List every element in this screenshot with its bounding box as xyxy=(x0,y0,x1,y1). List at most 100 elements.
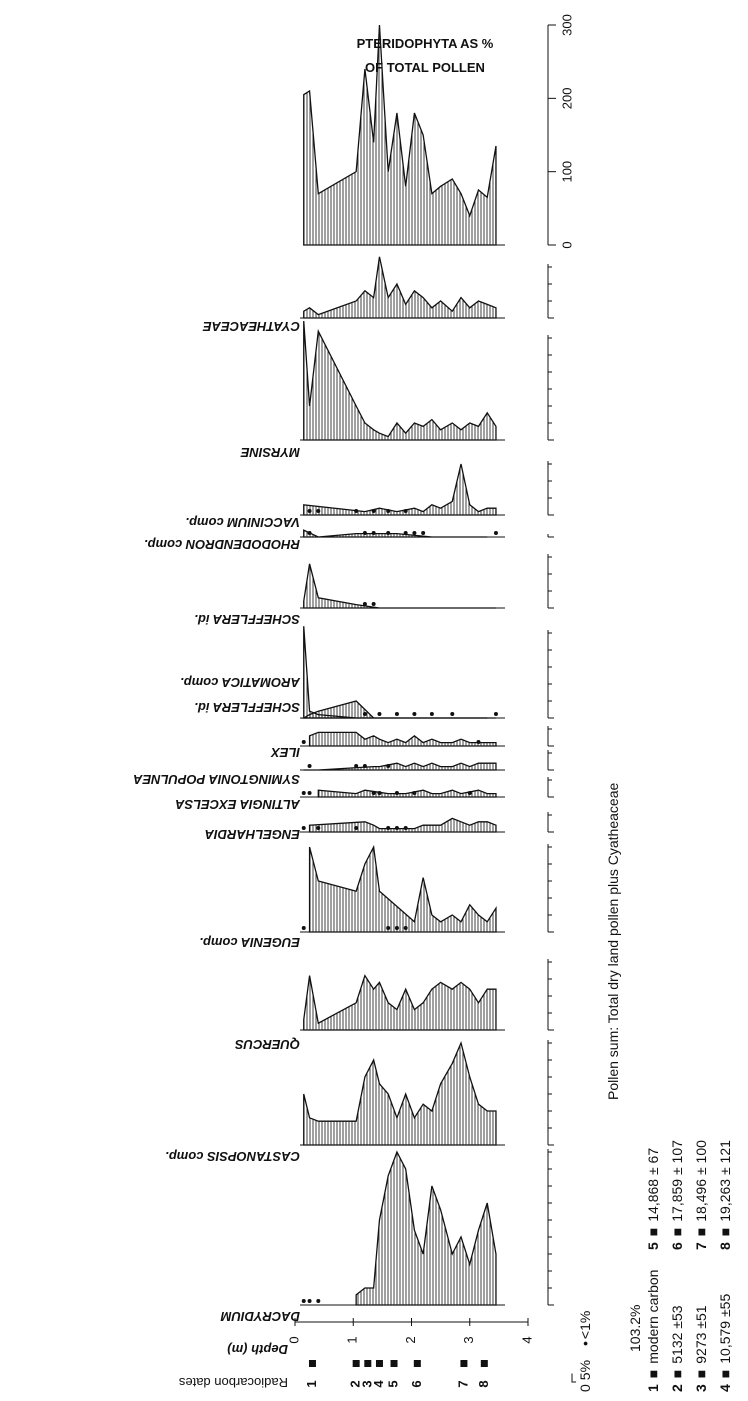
trace-dot xyxy=(412,791,417,795)
date-entry-number: 8 xyxy=(717,1242,733,1250)
taxon-label: QUERCUS xyxy=(235,1037,300,1052)
trace-dot xyxy=(394,926,399,930)
date-marker xyxy=(375,1360,383,1367)
pollen-curve xyxy=(303,563,496,609)
date-entry-age: 17,859 ± 107 xyxy=(669,1140,685,1222)
taxon-label: CYATHEACEAE xyxy=(203,319,300,334)
taxon-label: ENGELHARDIA xyxy=(205,827,300,842)
trace-dot xyxy=(301,926,306,930)
taxon-label: ALTINGIA EXCELSA xyxy=(175,797,301,812)
date-entry-age: modern carbon xyxy=(645,1270,661,1364)
date-entry-age: 14,868 ± 67 xyxy=(645,1148,661,1222)
trace-dot xyxy=(386,764,391,768)
date-entry-number: 2 xyxy=(669,1384,685,1392)
date-number: 6 xyxy=(409,1380,424,1387)
trace-dot xyxy=(394,826,399,830)
taxon-label: MYRSINE xyxy=(240,445,300,460)
date-entry: 4 ■ 10,579 ±55 xyxy=(717,1294,733,1392)
trace-dot xyxy=(394,712,399,716)
date-entry-marker: ■ xyxy=(693,1228,709,1236)
trace-dot xyxy=(307,791,312,795)
date-entry-age: 10,579 ±55 xyxy=(717,1294,733,1364)
scale-zero: 0 xyxy=(577,1384,593,1392)
scale-label: 5% xyxy=(577,1360,593,1380)
date-entry-marker: ■ xyxy=(717,1228,733,1236)
pollen-curve xyxy=(303,1040,497,1146)
date-entry-number: 1 xyxy=(645,1384,661,1392)
x-tick-label: 1 xyxy=(345,1336,360,1343)
trace-dot xyxy=(301,740,306,744)
radiocarbon-note: 103.2% xyxy=(627,1305,643,1352)
trace-dot xyxy=(307,531,312,535)
pollen-curve xyxy=(303,762,497,771)
taxon-label: DACRYDIUM xyxy=(220,1309,300,1324)
pollen-curve xyxy=(303,463,497,516)
trace-dot xyxy=(412,531,417,535)
date-entry-age: 5132 ±53 xyxy=(669,1305,685,1364)
date-entry-number: 6 xyxy=(669,1242,685,1250)
trace-dot xyxy=(371,791,376,795)
trace-dot xyxy=(354,826,359,830)
date-marker xyxy=(460,1360,468,1367)
date-marker xyxy=(352,1360,360,1367)
date-marker xyxy=(413,1360,421,1367)
date-entry: 5 ■ 14,868 ± 67 xyxy=(645,1148,661,1250)
date-entry-age: 18,496 ± 100 xyxy=(693,1140,709,1222)
trace-dot xyxy=(362,602,367,606)
y-tick-label: 0 xyxy=(559,241,574,248)
pollen-curve xyxy=(303,320,497,441)
trace-dot xyxy=(386,826,391,830)
date-entry-marker: ■ xyxy=(669,1370,685,1378)
trace-dot xyxy=(403,826,408,830)
date-entry: 3 ■ 9273 ±51 xyxy=(693,1305,709,1392)
date-number: 8 xyxy=(476,1380,491,1387)
radiocarbon-label: Radiocarbon dates xyxy=(178,1375,288,1390)
pollen-curve xyxy=(303,24,497,246)
date-marker xyxy=(308,1360,316,1367)
pollen-curve xyxy=(303,529,488,538)
trace-dot xyxy=(307,764,312,768)
trace-dot xyxy=(377,712,382,716)
trace-dot xyxy=(371,602,376,606)
trace-dot xyxy=(412,712,417,716)
trace-dot xyxy=(403,509,408,513)
taxon-label: ILEX xyxy=(270,745,300,760)
taxon-label: SCHEFFLERA id. xyxy=(194,700,300,715)
date-entry-age: 19,263 ± 121 xyxy=(717,1140,733,1222)
date-marker xyxy=(480,1360,488,1367)
trace-dot xyxy=(301,826,306,830)
x-axis-label: Depth (m) xyxy=(227,1342,288,1357)
trace-dot xyxy=(403,531,408,535)
trace-dot xyxy=(493,712,498,716)
trace-dot xyxy=(421,531,426,535)
date-entry-number: 4 xyxy=(717,1384,733,1392)
x-tick-label: 4 xyxy=(519,1336,534,1343)
trace-dot xyxy=(362,531,367,535)
pollen-curve xyxy=(308,731,497,747)
pollen-curve xyxy=(308,817,497,833)
date-entry-marker: ■ xyxy=(669,1228,685,1236)
pollen-curve xyxy=(303,974,497,1031)
date-entry-number: 3 xyxy=(693,1384,709,1392)
x-tick-label: 3 xyxy=(461,1336,476,1343)
date-entry: 1 ■ modern carbon xyxy=(645,1270,661,1392)
date-entry: 6 ■ 17,859 ± 107 xyxy=(669,1140,685,1250)
trace-dot xyxy=(371,531,376,535)
trace-dot xyxy=(386,926,391,930)
taxon-label: RHODODENDRON comp. xyxy=(144,537,300,552)
trace-dot xyxy=(377,791,382,795)
trace-dot xyxy=(316,509,321,513)
taxon-label: AROMATICA comp. xyxy=(180,675,301,690)
date-entry: 8 ■ 19,263 ± 121 xyxy=(717,1140,733,1250)
trace-dot xyxy=(493,531,498,535)
y-tick-label: 100 xyxy=(559,161,574,183)
trace-dot xyxy=(307,509,312,513)
date-entry: 7 ■ 18,496 ± 100 xyxy=(693,1140,709,1250)
date-entry-number: 5 xyxy=(645,1242,661,1250)
trace-dot xyxy=(386,509,391,513)
trace-dot xyxy=(450,712,455,716)
trace-dot xyxy=(386,531,391,535)
date-number: 1 xyxy=(304,1380,319,1387)
scale-legend: 0 5% • <1% xyxy=(577,1311,593,1392)
